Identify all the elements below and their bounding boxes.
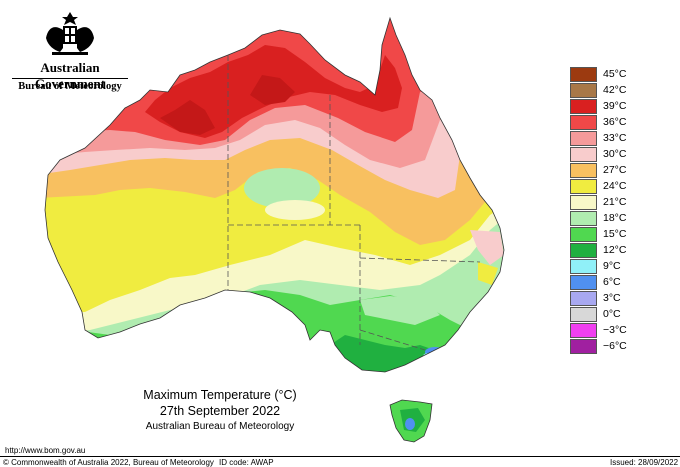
legend-label: 45°C: [603, 68, 627, 80]
legend-label: 24°C: [603, 180, 627, 192]
zone-se-18c: [360, 296, 440, 325]
coat-of-arms-icon: [46, 12, 94, 55]
map-titles: Maximum Temperature (°C) 27th September …: [110, 387, 330, 434]
legend-label: 6°C: [603, 276, 621, 288]
border-nsw-vic: [359, 329, 426, 351]
legend-swatch: [570, 211, 597, 226]
government-logo: Australian Government Bureau of Meteorol…: [8, 8, 132, 94]
legend-label: 42°C: [603, 84, 627, 96]
legend-label: 39°C: [603, 100, 627, 112]
map-title: Maximum Temperature (°C): [143, 388, 297, 402]
bureau-title: Bureau of Meteorology: [18, 81, 122, 92]
legend-swatch: [570, 259, 597, 274]
legend-label: 15°C: [603, 228, 627, 240]
government-title: Australian Government: [34, 60, 106, 91]
zone-interior-18c: [244, 168, 320, 208]
legend-swatch: [570, 227, 597, 242]
state-borders: [227, 55, 481, 351]
zone-interior-21c: [265, 200, 325, 220]
legend-swatch: [570, 67, 597, 82]
legend-swatch: [570, 291, 597, 306]
legend-swatch: [570, 99, 597, 114]
map-org: Australian Bureau of Meteorology: [145, 421, 295, 432]
border-qld-nsw: [359, 257, 481, 263]
legend-label: 18°C: [603, 212, 627, 224]
legend-swatch: [570, 195, 597, 210]
issued-date: Issued: 28/09/2022: [610, 458, 679, 467]
logo-divider: [12, 78, 128, 79]
legend-label: −3°C: [603, 324, 627, 336]
legend-swatch: [570, 307, 597, 322]
legend-label: 0°C: [603, 308, 621, 320]
legend-swatch: [570, 275, 597, 290]
zone-alpine-6c: [425, 347, 445, 357]
tasmania-alpine-zone: [405, 418, 415, 430]
legend-swatch: [570, 243, 597, 258]
legend-swatch: [570, 83, 597, 98]
legend-label: 21°C: [603, 196, 627, 208]
legend-label: −6°C: [603, 340, 627, 352]
footer-divider: [0, 456, 680, 457]
legend-label: 33°C: [603, 132, 627, 144]
legend-swatch: [570, 131, 597, 146]
map-date: 27th September 2022: [159, 404, 281, 418]
legend-swatch: [570, 323, 597, 338]
legend-label: 36°C: [603, 116, 627, 128]
copyright-text: © Commonwealth of Australia 2022, Bureau…: [3, 458, 214, 467]
legend-swatch: [570, 163, 597, 178]
legend-label: 3°C: [603, 292, 621, 304]
zone-east-coast-30c: [470, 230, 504, 265]
legend-swatch: [570, 147, 597, 162]
legend-label: 12°C: [603, 244, 627, 256]
legend-label: 30°C: [603, 148, 627, 160]
zone-42c: [160, 75, 295, 135]
legend-swatch: [570, 179, 597, 194]
legend-swatch: [570, 115, 597, 130]
zone-east-coast-24c: [478, 262, 498, 285]
tasmania: [389, 399, 433, 443]
legend-label: 9°C: [603, 260, 621, 272]
legend-swatch: [570, 339, 597, 354]
legend-label: 27°C: [603, 164, 627, 176]
website-link[interactable]: http://www.bom.gov.au: [5, 446, 86, 455]
coastline: [44, 16, 505, 373]
id-code: ID code: AWAP: [219, 458, 274, 467]
